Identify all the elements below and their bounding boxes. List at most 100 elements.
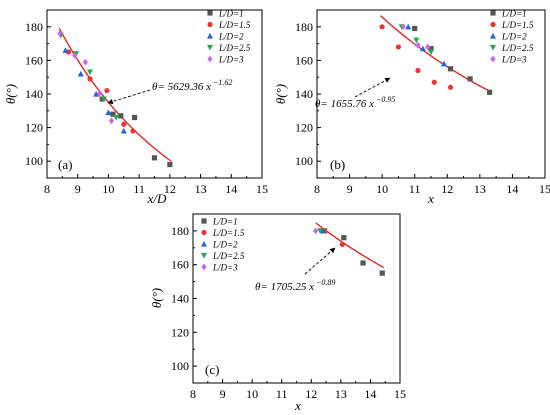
data-point-circle	[87, 76, 93, 82]
data-point-square	[118, 113, 124, 119]
y-axis-label: θ(°)	[273, 84, 288, 104]
x-tick-label: 11	[133, 182, 145, 196]
data-point-triangle-down	[100, 96, 107, 103]
x-tick-label: 8	[314, 182, 320, 196]
data-point-square	[428, 46, 434, 52]
data-point-square	[467, 76, 473, 82]
x-tick-label: 11	[409, 182, 421, 196]
legend-marker-triangle-down	[490, 44, 496, 51]
x-tick-label: 9	[220, 387, 226, 401]
fit-equation: θ= 1655.76 x −0.95	[315, 95, 395, 110]
panel-label: (c)	[205, 362, 219, 377]
legend-label: L/D=2.5	[501, 43, 534, 53]
data-point-square	[360, 260, 366, 266]
y-tick-label: 120	[25, 121, 43, 135]
chart-panel-2: 8 9 10 11 12 13 14 15 100 120 140 160 180 x θ(°) (b) θ= …	[273, 9, 550, 207]
y-tick-label: 100	[171, 359, 189, 373]
legend-marker-triangle-down	[201, 252, 207, 259]
x-tick-label: 14	[364, 387, 376, 401]
data-point-triangle-up	[105, 109, 112, 116]
fit-equation: θ= 5629.36 x −1.62	[152, 78, 232, 93]
data-point-diamond	[57, 30, 63, 37]
data-point-circle	[415, 67, 421, 74]
fit-curve	[58, 27, 172, 163]
legend-label: L/D=2.5	[212, 251, 245, 261]
y-tick-label: 160	[171, 258, 189, 272]
legend-label: L/D=1	[212, 217, 238, 227]
x-tick-label: 10	[246, 387, 258, 401]
data-point-square	[487, 89, 493, 95]
y-tick-label: 120	[295, 121, 313, 135]
legend-label: L/D=2.5	[218, 43, 251, 53]
y-tick-label: 120	[171, 325, 189, 339]
data-point-diamond	[82, 58, 88, 66]
legend-marker-triangle-up	[207, 32, 213, 39]
data-point-diamond	[72, 51, 78, 59]
legend-marker-square	[490, 10, 496, 16]
y-axis-label: θ(°)	[149, 288, 164, 308]
x-tick-label: 8	[44, 182, 50, 196]
x-tick-label: 15	[539, 182, 550, 196]
x-tick-label: 15	[394, 387, 406, 401]
data-point-circle	[395, 44, 402, 50]
legend-marker-triangle-up	[201, 240, 207, 247]
y-tick-label: 160	[295, 53, 313, 67]
data-point-square	[151, 155, 158, 161]
data-point-square	[110, 111, 116, 117]
legend-label: L/D=1.5	[212, 228, 245, 238]
legend-label: L/D=1.5	[501, 20, 534, 30]
legend-label: L/D=2	[218, 32, 244, 42]
data-point-triangle-down	[413, 37, 420, 44]
data-point-square	[379, 270, 385, 276]
y-tick-label: 140	[295, 87, 313, 101]
legend-marker-circle	[490, 21, 496, 28]
data-point-triangle-up	[77, 70, 84, 77]
fit-curve	[380, 15, 492, 93]
legend-marker-diamond	[207, 55, 213, 63]
x-tick-label: 10	[102, 182, 114, 196]
data-point-circle	[447, 84, 454, 90]
fit-equation-main: θ= 5629.36 x	[152, 81, 211, 93]
x-tick-label: 9	[75, 182, 81, 196]
data-point-square	[131, 114, 138, 121]
data-point-diamond	[415, 41, 421, 49]
data-point-square	[447, 66, 454, 72]
data-point-circle	[339, 241, 345, 248]
data-point-triangle-up	[405, 23, 412, 30]
legend-marker-diamond	[201, 263, 207, 271]
x-axis-label: x	[294, 398, 301, 413]
legend-label: L/D=3	[218, 55, 244, 65]
legend-label: L/D=3	[501, 55, 527, 65]
y-tick-label: 100	[25, 154, 43, 168]
data-point-triangle-down	[317, 228, 324, 235]
y-tick-label: 100	[295, 154, 313, 168]
data-point-triangle-down	[428, 49, 434, 56]
data-point-diamond	[313, 227, 319, 235]
data-point-circle	[104, 88, 110, 94]
y-tick-label: 140	[171, 292, 189, 306]
legend-label: L/D=1	[218, 9, 244, 19]
data-point-square	[167, 161, 173, 168]
legend-marker-triangle-down	[207, 44, 213, 51]
data-point-triangle-up	[419, 45, 426, 52]
x-tick-label: 14	[225, 182, 237, 196]
data-point-triangle-down	[113, 114, 120, 121]
legend-marker-triangle-up	[490, 32, 496, 39]
data-point-circle	[130, 128, 136, 134]
data-point-diamond	[425, 43, 431, 51]
x-axis-label: x/D	[147, 191, 167, 206]
x-tick-label: 12	[305, 387, 317, 401]
legend-marker-circle	[201, 229, 207, 236]
legend: L/D=1L/D=1.5 L/D=2L/D=2.5 L/D=3	[490, 9, 534, 65]
legend-label: L/D=1.5	[218, 20, 251, 30]
annotation-arrow	[354, 77, 391, 98]
data-point-triangle-up	[441, 60, 448, 67]
data-point-square	[412, 25, 418, 32]
x-tick-label: 15	[256, 182, 268, 196]
legend-marker-circle	[207, 21, 213, 28]
chart-panel-3: 8 9 10 11 12 13 14 15 100 120 140 160 180 x θ(°) (c) θ= …	[149, 213, 406, 413]
data-point-diamond	[108, 117, 115, 125]
x-tick-label: 13	[474, 182, 486, 196]
x-tick-label: 13	[195, 182, 207, 196]
panel-label: (b)	[330, 157, 345, 172]
